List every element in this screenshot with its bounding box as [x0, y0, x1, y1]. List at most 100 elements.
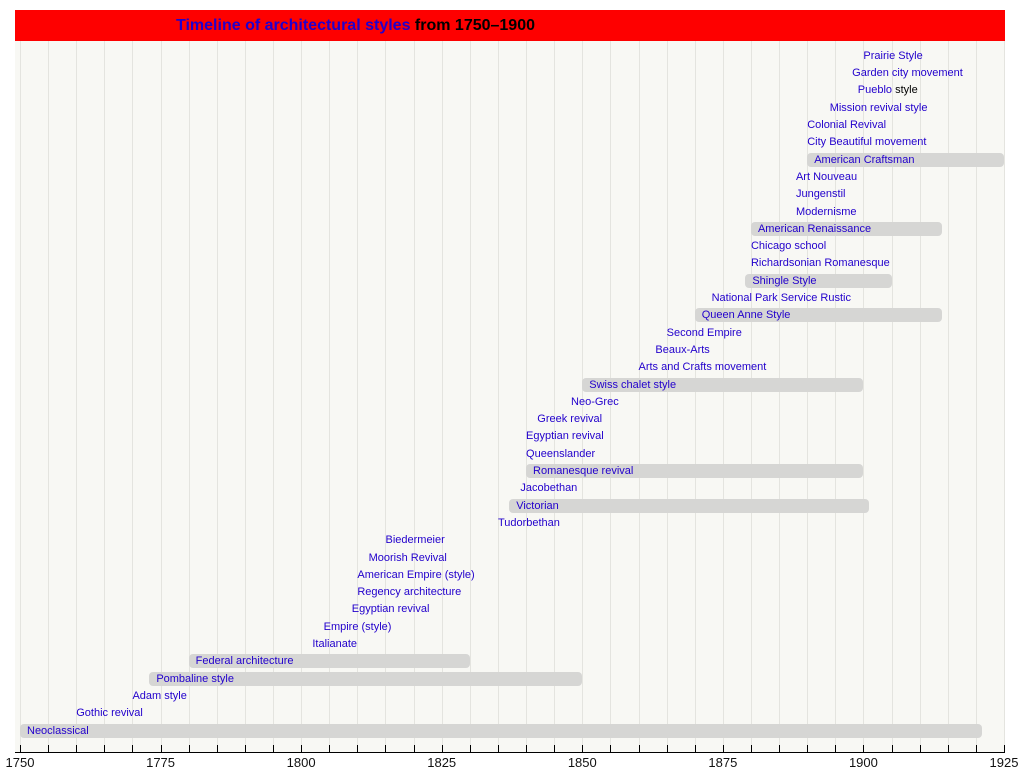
timeline-bar-american-renaissance: [750, 221, 943, 236]
style-link-gothic-revival[interactable]: Gothic revival: [76, 707, 143, 720]
style-link-american-renaissance[interactable]: American Renaissance: [757, 222, 872, 235]
timeline-item-label: Beaux-Arts: [655, 343, 709, 357]
style-link-tudorbethan[interactable]: Tudorbethan: [497, 516, 560, 529]
axis-year-label: 1825: [427, 755, 457, 768]
style-link-regency-architecture[interactable]: Regency architecture: [357, 586, 462, 599]
style-link-italianate[interactable]: Italianate: [312, 638, 358, 650]
year-gridline: [638, 41, 640, 752]
year-gridline: [750, 41, 752, 752]
style-link-egyptian-revival[interactable]: Egyptian revival: [351, 603, 430, 616]
timeline-item-label: Art Nouveau: [796, 170, 857, 184]
year-gridline: [891, 41, 893, 752]
timeline-item-label: National Park Service Rustic: [712, 291, 851, 305]
timeline-item-label: Tudorbethan: [498, 516, 560, 530]
axis-year-label: 1750: [5, 755, 35, 768]
axis-tick: [722, 745, 724, 752]
style-link-empire-style[interactable]: Empire (style): [323, 620, 392, 633]
year-gridline: [694, 41, 696, 752]
timeline-item-label: Modernisme: [796, 205, 857, 219]
style-link-garden-city-movement[interactable]: Garden city movement: [852, 67, 963, 80]
year-gridline: [610, 41, 612, 752]
style-link-jacobethan[interactable]: Jacobethan: [520, 482, 578, 495]
style-link-neo-grec[interactable]: Neo-Grec: [571, 395, 619, 408]
axis-tick: [441, 745, 443, 752]
style-link-pueblo[interactable]: Pueblo: [857, 84, 893, 97]
year-gridline: [273, 41, 275, 752]
year-gridline: [469, 41, 471, 752]
style-link-adam-style[interactable]: Adam style: [132, 689, 187, 702]
year-gridline: [863, 41, 865, 752]
year-gridline: [835, 41, 837, 752]
axis-year-label: 1925: [989, 755, 1019, 768]
style-link-american-empire-style[interactable]: American Empire (style): [357, 568, 475, 581]
axis-tick: [160, 745, 162, 752]
timeline-item-label: Federal architecture: [196, 654, 294, 668]
axis-year-label: 1800: [286, 755, 316, 768]
axis-tick: [329, 745, 331, 752]
year-gridline: [526, 41, 528, 752]
axis-tick: [1004, 745, 1005, 752]
year-gridline: [666, 41, 668, 752]
style-link-modernisme[interactable]: Modernisme: [795, 205, 857, 218]
year-gridline: [188, 41, 190, 752]
style-link-colonial-revival[interactable]: Colonial Revival: [807, 119, 887, 131]
axis-year-label: 1850: [567, 755, 597, 768]
axis-tick: [750, 745, 752, 752]
timeline-bar-victorian: [509, 498, 870, 513]
year-gridline: [947, 41, 949, 752]
style-link-swiss-chalet-style[interactable]: Swiss chalet style: [589, 378, 677, 391]
axis-tick: [469, 745, 471, 752]
timeline-bar-neoclassical: [20, 723, 982, 738]
year-gridline: [48, 41, 50, 752]
axis-tick: [357, 745, 359, 752]
timeline-item-label: Biedermeier: [385, 533, 444, 547]
timeline-item-label: Queenslander: [526, 447, 595, 461]
style-link-city-beautiful-movement[interactable]: City Beautiful movement: [807, 136, 927, 149]
year-gridline: [441, 41, 443, 752]
timeline-item-label: Swiss chalet style: [589, 378, 676, 392]
style-link-neoclassical[interactable]: Neoclassical: [27, 724, 89, 737]
style-link-national-park-service-rustic[interactable]: National Park Service Rustic: [711, 292, 851, 304]
timeline-item-label: Jungenstil: [796, 187, 846, 201]
year-gridline: [554, 41, 556, 752]
style-link-american-craftsman[interactable]: American Craftsman: [814, 153, 915, 166]
style-link-prairie-style[interactable]: Prairie Style: [863, 49, 923, 62]
year-gridline: [497, 41, 499, 752]
style-link-greek-revival[interactable]: Greek revival: [537, 413, 603, 426]
timeline-item-label: Second Empire: [667, 326, 742, 340]
axis-tick: [863, 745, 865, 752]
style-link-beaux-arts[interactable]: Beaux-Arts: [655, 343, 710, 356]
timeline-bar-american-craftsman: [807, 152, 1004, 167]
style-link-arts-and-crafts-movement[interactable]: Arts and Crafts movement: [638, 361, 767, 374]
axis-year-label: 1875: [708, 755, 738, 768]
style-link-chicago-school[interactable]: Chicago school: [750, 240, 827, 253]
style-link-federal-architecture[interactable]: Federal architecture: [195, 655, 294, 668]
chart-title-link[interactable]: Timeline of architectural styles: [176, 17, 411, 34]
style-link-shingle-style[interactable]: Shingle Style: [752, 274, 817, 287]
style-link-biedermeier[interactable]: Biedermeier: [385, 534, 445, 547]
axis-year-label: 1900: [848, 755, 878, 768]
axis-tick: [413, 745, 415, 752]
style-link-pombaline-style[interactable]: Pombaline style: [156, 672, 234, 685]
axis-tick: [188, 745, 190, 752]
style-link-jungenstil[interactable]: Jungenstil: [795, 188, 846, 201]
style-link-moorish-revival[interactable]: Moorish Revival: [368, 551, 447, 564]
timeline-item-label: Colonial Revival: [807, 118, 886, 132]
style-link-romanesque-revival[interactable]: Romanesque revival: [533, 465, 634, 477]
timeline-bar-queen-anne-style: [694, 308, 943, 323]
style-link-second-empire[interactable]: Second Empire: [666, 326, 742, 339]
timeline-item-label: Adam style: [132, 689, 186, 703]
style-link-mission-revival-style[interactable]: Mission revival style: [829, 101, 928, 114]
style-link-egyptian-revival[interactable]: Egyptian revival: [526, 430, 604, 443]
style-link-victorian[interactable]: Victorian: [516, 499, 559, 512]
style-link-art-nouveau[interactable]: Art Nouveau: [795, 170, 858, 183]
axis-tick: [216, 745, 218, 752]
style-link-richardsonian-romanesque[interactable]: Richardsonian Romanesque: [750, 257, 890, 270]
style-link-queen-anne-style[interactable]: Queen Anne Style: [701, 309, 791, 322]
timeline-item-label: Italianate: [312, 637, 357, 651]
year-gridline: [779, 41, 781, 752]
axis-tick: [132, 745, 134, 752]
timeline-item-label: Neoclassical: [27, 724, 89, 738]
style-link-queenslander[interactable]: Queenslander: [526, 447, 596, 460]
